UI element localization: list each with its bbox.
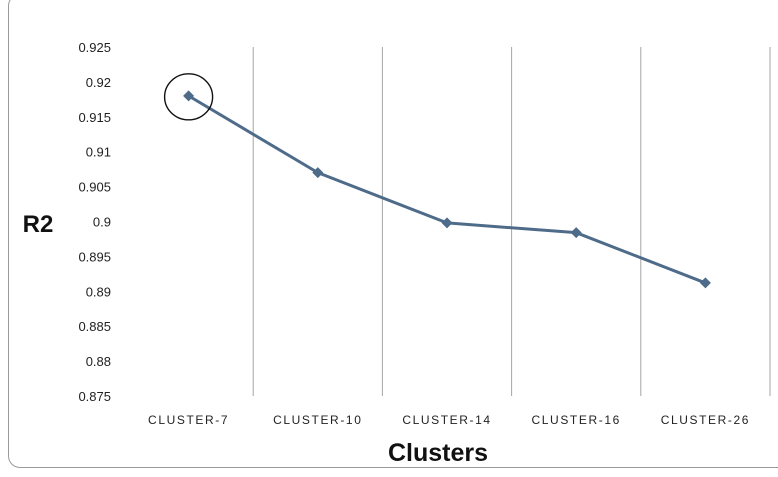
y-tick-label: 0.88 bbox=[86, 354, 111, 369]
chart-frame bbox=[8, 0, 778, 468]
data-point-marker bbox=[570, 227, 582, 239]
x-tick-label: CLUSTER-7 bbox=[148, 413, 229, 427]
data-point-marker bbox=[441, 217, 453, 229]
data-point-marker bbox=[312, 167, 324, 179]
y-tick-label: 0.885 bbox=[78, 319, 111, 334]
x-tick-label: CLUSTER-10 bbox=[273, 413, 362, 427]
x-axis-ticks: CLUSTER-7 CLUSTER-10 CLUSTER-14 CLUSTER-16 C… bbox=[148, 413, 750, 427]
data-point-marker bbox=[183, 90, 195, 102]
vertical-gridlines bbox=[252, 47, 771, 396]
y-axis-title: R2 bbox=[23, 211, 54, 238]
x-tick-label: CLUSTER-16 bbox=[532, 413, 621, 427]
y-tick-label: 0.92 bbox=[86, 75, 111, 90]
data-point-marker bbox=[699, 277, 711, 289]
x-axis-title: Clusters bbox=[388, 439, 488, 467]
x-tick-label: CLUSTER-14 bbox=[402, 413, 491, 427]
y-tick-label: 0.91 bbox=[86, 145, 111, 160]
y-axis-ticks: 0.925 0.92 0.915 0.91 0.905 0.9 0.895 0.89 0.885… bbox=[78, 40, 111, 404]
y-tick-label: 0.9 bbox=[93, 215, 111, 230]
y-tick-label: 0.925 bbox=[78, 40, 111, 55]
y-tick-label: 0.905 bbox=[78, 180, 111, 195]
series-line bbox=[187, 94, 706, 285]
y-tick-label: 0.89 bbox=[86, 284, 111, 299]
highlight-circle bbox=[163, 73, 214, 121]
y-tick-label: 0.875 bbox=[78, 389, 111, 404]
y-tick-label: 0.915 bbox=[78, 110, 111, 125]
y-tick-label: 0.895 bbox=[78, 249, 111, 264]
x-tick-label: CLUSTER-26 bbox=[661, 413, 750, 427]
series-group bbox=[163, 73, 711, 289]
